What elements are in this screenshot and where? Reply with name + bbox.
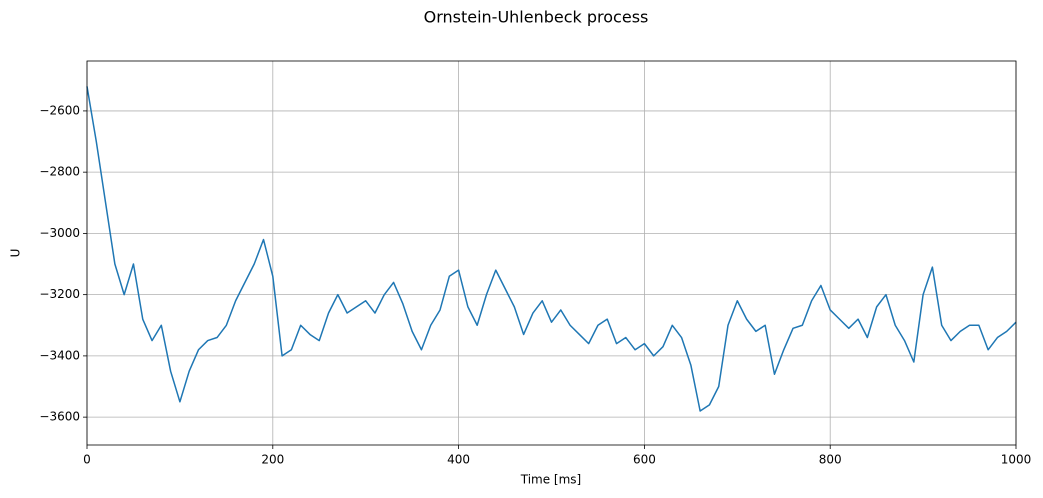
- y-tick-label: −3200: [39, 287, 80, 301]
- y-tick-label: −3600: [39, 410, 80, 424]
- y-axis-label: U: [9, 249, 23, 258]
- x-axis-label: Time [ms]: [520, 473, 582, 487]
- x-tick-label: 600: [633, 453, 656, 467]
- x-tick-label: 0: [83, 453, 91, 467]
- y-tick-label: −3000: [39, 226, 80, 240]
- data-line: [86, 86, 1017, 412]
- axes-frame: [86, 60, 1017, 446]
- chart-title: Ornstein-Uhlenbeck process: [424, 8, 649, 27]
- y-tick-label: −3400: [39, 348, 80, 362]
- x-tick-label: 200: [261, 453, 284, 467]
- plot-area: [86, 86, 1017, 412]
- x-tick-label: 1000: [1001, 453, 1032, 467]
- x-tick-label: 400: [447, 453, 470, 467]
- y-tick-label: −2800: [39, 165, 80, 179]
- x-tick-label: 800: [819, 453, 842, 467]
- y-tick-label: −2600: [39, 103, 80, 117]
